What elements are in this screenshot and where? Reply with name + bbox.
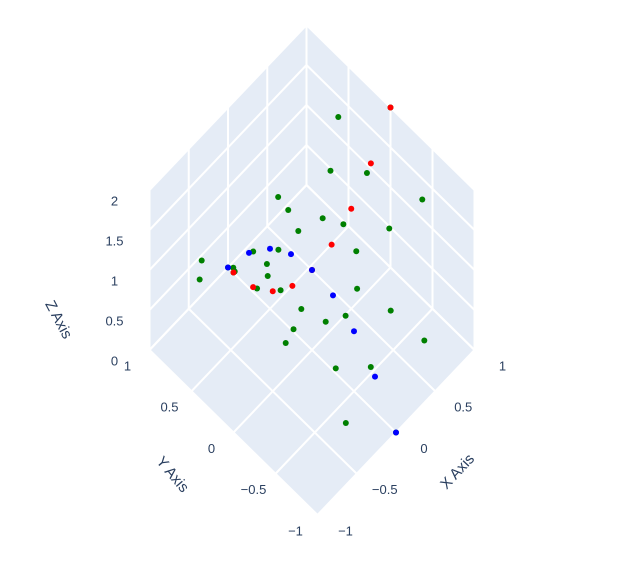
point <box>290 326 297 333</box>
point <box>269 288 276 295</box>
z-tick-label: 2 <box>111 193 118 208</box>
point <box>387 104 394 111</box>
point <box>264 272 271 279</box>
point <box>354 285 361 292</box>
point <box>295 228 302 235</box>
point <box>367 160 374 167</box>
point <box>309 267 315 273</box>
z-axis-title: Z Axis <box>41 298 75 342</box>
point <box>332 365 339 372</box>
point <box>351 328 357 335</box>
point <box>319 215 326 222</box>
z-tick-label: 1 <box>111 273 118 288</box>
data-points <box>196 104 428 436</box>
point <box>277 287 284 294</box>
point <box>363 170 370 177</box>
point <box>353 248 360 255</box>
x-tick-label: −1 <box>338 523 353 538</box>
point <box>263 261 270 268</box>
point <box>275 193 282 200</box>
y-tick-label: 0 <box>208 441 215 456</box>
point <box>289 282 296 289</box>
grid-line <box>148 24 308 191</box>
z-tick-label: 1.5 <box>105 233 123 248</box>
y-axis-title: Y Axis <box>153 453 193 496</box>
x-tick-label: −0.5 <box>372 482 398 497</box>
x-tick-label: 1 <box>499 358 506 373</box>
point <box>250 284 257 291</box>
x-tick-label: 0.5 <box>454 400 472 415</box>
point <box>335 113 342 120</box>
point <box>393 429 399 436</box>
y-tick-label: −0.5 <box>241 482 267 497</box>
x-axis-title: X Axis <box>437 451 478 493</box>
point <box>267 245 273 252</box>
point <box>419 196 426 203</box>
point <box>342 312 349 319</box>
point <box>285 207 292 213</box>
point <box>386 225 393 232</box>
y-tick-label: 1 <box>124 358 131 373</box>
point <box>198 257 205 264</box>
grid-line <box>232 266 392 434</box>
point <box>246 249 252 256</box>
point <box>421 337 428 344</box>
y-tick-label: −1 <box>288 523 303 538</box>
grid-line <box>148 144 308 311</box>
point <box>348 205 355 212</box>
point <box>328 241 335 248</box>
point <box>340 221 347 228</box>
point <box>327 167 334 174</box>
point <box>322 318 329 325</box>
point <box>367 363 374 370</box>
point <box>230 269 237 276</box>
point <box>298 305 305 312</box>
y-tick-label: 0.5 <box>160 400 178 415</box>
z-tick-label: 0.5 <box>105 313 123 328</box>
grid-line <box>274 308 434 475</box>
grid-line <box>148 64 308 231</box>
z-tick-label: 0 <box>111 353 118 368</box>
point <box>225 264 231 271</box>
point <box>387 307 394 314</box>
grid-line <box>305 104 476 271</box>
point <box>282 340 289 347</box>
point <box>330 292 336 299</box>
grid-line <box>305 184 476 351</box>
point <box>372 373 378 380</box>
grid-line <box>148 104 308 271</box>
point <box>275 246 282 253</box>
point <box>288 251 294 258</box>
point <box>196 276 203 283</box>
grid-line <box>190 225 350 392</box>
x-tick-label: 0 <box>420 441 427 456</box>
grid-line <box>305 64 476 231</box>
point <box>342 420 349 427</box>
